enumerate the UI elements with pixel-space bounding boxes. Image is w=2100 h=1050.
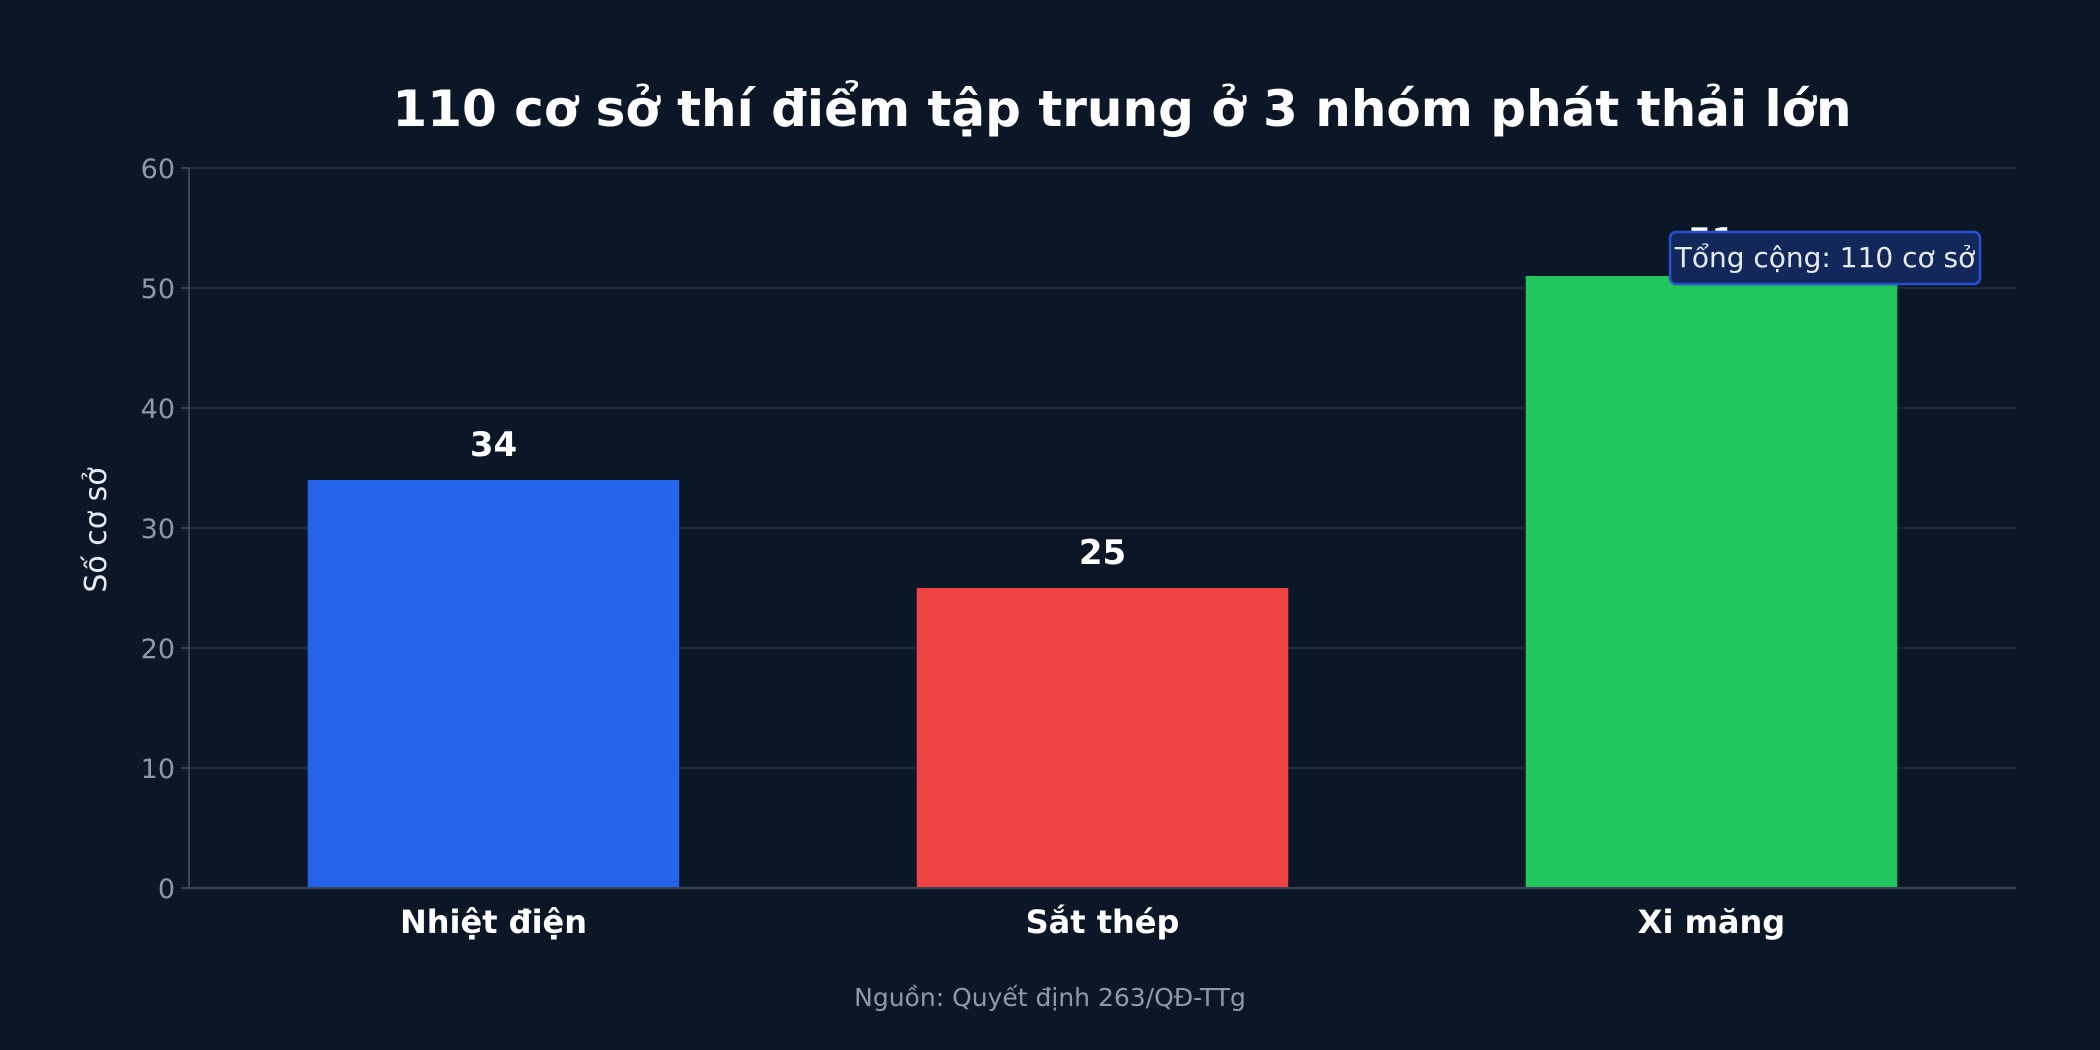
x-category-label: Sắt thép <box>1026 903 1180 941</box>
y-tick-label: 30 <box>141 514 175 545</box>
bar <box>1525 276 1898 888</box>
annotation-box <box>1668 230 1982 286</box>
chart-title: 110 cơ sở thí điểm tập trung ở 3 nhóm ph… <box>392 80 1851 138</box>
y-tick-label: 60 <box>141 154 175 185</box>
bar <box>916 588 1289 888</box>
y-axis-label: Số cơ sở <box>79 467 114 593</box>
annotation-text: Tổng cộng: 110 cơ sở <box>1674 241 1976 274</box>
y-tick-label: 0 <box>158 874 175 905</box>
bar-value-label: 25 <box>1079 533 1126 573</box>
x-category-label: Xi măng <box>1638 903 1785 941</box>
bar <box>307 480 680 888</box>
bar-value-label: 34 <box>470 425 517 465</box>
source-note: Nguồn: Quyết định 263/QĐ-TTg <box>854 983 1246 1012</box>
x-category-label: Nhiệt điện <box>400 903 587 941</box>
y-tick-label: 50 <box>141 274 175 305</box>
x-axis-categories: Nhiệt điện Sắt thép Xi măng <box>400 903 1785 941</box>
y-tick-label: 40 <box>141 394 175 425</box>
y-axis-ticks: 0 10 20 30 40 50 60 <box>141 154 189 905</box>
y-tick-label: 20 <box>141 634 175 665</box>
total-annotation: Tổng cộng: 110 cơ sở <box>1668 230 1982 286</box>
y-tick-label: 10 <box>141 754 175 785</box>
bars <box>307 276 1898 888</box>
